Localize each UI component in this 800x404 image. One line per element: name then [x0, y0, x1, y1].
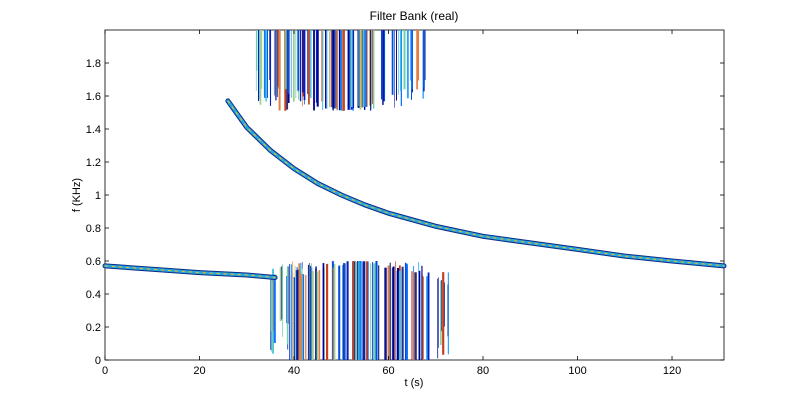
x-tick-label: 40 — [288, 365, 300, 377]
y-axis-label: f (KHz) — [71, 178, 83, 212]
y-tick-label: 1.2 — [86, 157, 101, 169]
y-tick-label: 0.2 — [86, 322, 101, 334]
y-tick-label: 0.4 — [86, 289, 101, 301]
x-axis-label: t (s) — [405, 377, 424, 389]
series-layer — [102, 98, 727, 280]
x-tick-label: 0 — [102, 365, 108, 377]
series-line-1 — [103, 264, 277, 279]
x-tick-label: 60 — [382, 365, 394, 377]
series-line-0 — [226, 99, 726, 268]
y-axis: 0 0.2 0.4 0.6 0.8 1 1.2 1.4 1.6 1.8 — [86, 58, 724, 367]
y-tick-label: 1 — [95, 190, 101, 202]
x-tick-label: 100 — [568, 365, 586, 377]
burst-layer — [255, 30, 449, 360]
chart-title: Filter Bank (real) — [370, 9, 459, 23]
y-tick-label: 0 — [95, 355, 101, 367]
y-tick-label: 1.6 — [86, 91, 101, 103]
y-tick-label: 0.8 — [86, 223, 101, 235]
x-tick-label: 20 — [193, 365, 205, 377]
x-axis: 0 20 40 60 80 100 120 — [102, 30, 681, 377]
y-tick-label: 1.8 — [86, 58, 101, 70]
x-tick-label: 120 — [663, 365, 681, 377]
y-tick-label: 1.4 — [86, 124, 101, 136]
x-tick-label: 80 — [477, 365, 489, 377]
y-tick-label: 0.6 — [86, 256, 101, 268]
